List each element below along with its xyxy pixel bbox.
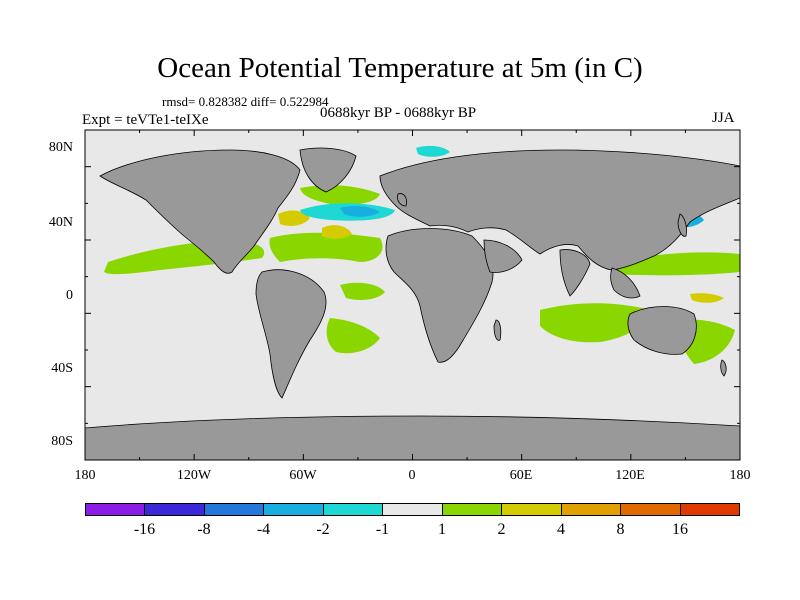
x-tick-label: 180 (729, 468, 751, 483)
subpolar-atlantic-warm (300, 185, 380, 205)
colorbar-box (145, 504, 205, 515)
madagascar (493, 319, 502, 341)
x-tick-label: 180 (74, 468, 96, 483)
x-tick-label: 60E (509, 468, 533, 483)
y-tick-label: 40S (51, 361, 73, 376)
uk-islands (397, 193, 407, 207)
new-zealand (720, 359, 727, 377)
north-atlantic-warm-band (269, 232, 383, 262)
colorbar-label: -1 (375, 521, 390, 538)
colorbar-box (621, 504, 681, 515)
colorbar-box (86, 504, 146, 515)
colorbar-box (442, 504, 503, 515)
southeast-asia (610, 267, 641, 299)
south-america (255, 269, 327, 399)
colorbar-label: 8 (616, 521, 625, 538)
colorbar (85, 503, 740, 516)
indian-ocean-warm (540, 303, 650, 343)
australia (627, 306, 697, 355)
plot-title: Ocean Potential Temperature at 5m (in C) (157, 52, 643, 84)
colorbar-label: 4 (557, 521, 565, 538)
colorbar-box (561, 504, 622, 515)
colorbar-label: 2 (497, 521, 506, 538)
x-tick-label: 120W (176, 468, 212, 483)
colorbar-box (323, 504, 384, 515)
india (559, 249, 591, 297)
y-tick-label: 80N (48, 140, 73, 155)
japan (677, 213, 687, 237)
eurasia (379, 149, 740, 271)
west-pacific-warm (690, 293, 724, 303)
greenland (299, 147, 357, 193)
colorbar-label: -8 (197, 521, 211, 538)
x-tick-label: 0 (408, 468, 416, 483)
africa (385, 228, 494, 363)
north-america (99, 149, 301, 274)
colorbar-box (383, 504, 443, 515)
colorbar-label: -2 (316, 521, 330, 538)
colorbar-label: -4 (256, 521, 271, 538)
x-tick-label: 120E (615, 468, 645, 483)
y-tick-label: 40N (48, 215, 73, 230)
mid-atlantic-warm (322, 225, 352, 239)
colorbar-box (264, 504, 324, 515)
land-layer (85, 147, 740, 460)
equatorial-atlantic-warm (340, 282, 385, 300)
rmsd-diff-stats: rmsd= 0.828382 diff= 0.522984 (162, 94, 329, 109)
arctic-cold-anomaly (416, 145, 450, 157)
x-tick-label: 60W (289, 468, 317, 483)
gulf-stream-warm (278, 210, 310, 226)
south-atlantic-warm (326, 318, 380, 354)
colorbar-box (680, 504, 739, 515)
colorbar-label: -16 (133, 521, 156, 538)
antarctica (85, 415, 740, 460)
season-label: JJA (712, 110, 735, 126)
y-tick-label: 80S (51, 434, 73, 449)
colorbar-label: 16 (672, 521, 688, 538)
arabia (483, 239, 523, 273)
y-tick-label: 0 (66, 288, 73, 303)
colorbar-box (502, 504, 562, 515)
axis-ticks (84, 129, 741, 461)
north-atlantic-subpolar-cold (340, 205, 380, 217)
colorbar-box (204, 504, 265, 515)
time-period: 0688kyr BP - 0688kyr BP (320, 105, 477, 121)
experiment-label: Expt = teVTe1-teIXe (82, 112, 209, 128)
colorbar-label: 1 (438, 521, 446, 538)
